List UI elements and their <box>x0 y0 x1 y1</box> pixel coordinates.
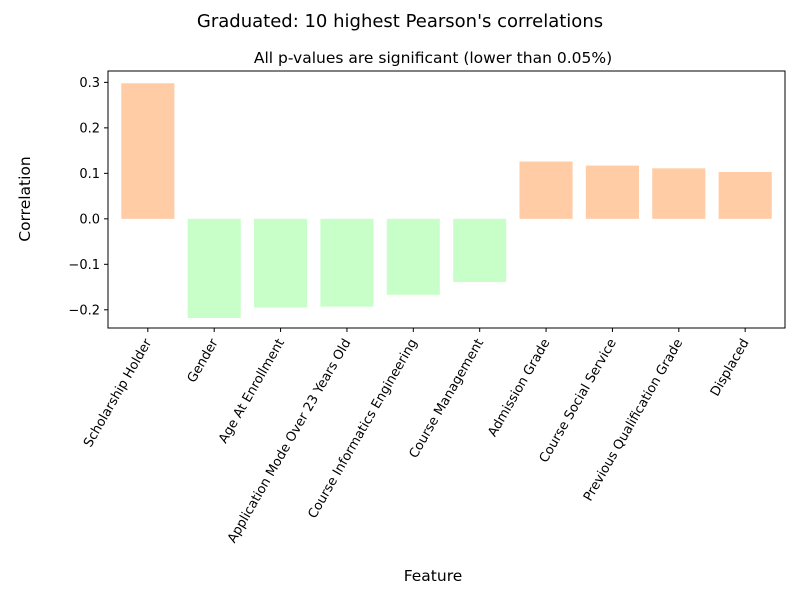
bar-course-informatics-engineering <box>386 218 440 295</box>
y-tick-label: 0.2 <box>79 121 100 136</box>
x-tick-label: Gender <box>185 336 222 386</box>
plot-frame <box>107 70 786 329</box>
x-axis-label: Feature <box>404 567 463 585</box>
y-tick-label: 0.3 <box>79 76 100 91</box>
y-axis-label: Correlation <box>16 156 34 241</box>
figure-suptitle: Graduated: 10 highest Pearson's correlat… <box>197 11 603 32</box>
bar-application-mode-over-23-years-old <box>320 218 374 307</box>
bar-admission-grade <box>519 161 573 219</box>
x-tick-label: Age At Enrollment <box>216 337 288 447</box>
x-tick-label: Application Mode Over 23 Years Old <box>225 337 354 546</box>
bar-displaced <box>718 171 772 219</box>
y-axis: −0.2 −0.1 0.0 0.1 0.2 0.3 <box>68 76 108 318</box>
x-tick-label: Course Informatics Engineering <box>305 337 420 522</box>
x-tick-label: Course Social Service <box>537 337 620 466</box>
chart-title: All p-values are significant (lower than… <box>254 49 612 67</box>
y-tick-label: −0.1 <box>68 258 100 273</box>
y-tick-label: −0.2 <box>68 303 100 318</box>
bar-course-management <box>453 218 507 283</box>
bar-age-at-enrollment <box>254 218 308 308</box>
y-tick-label: 0.1 <box>79 167 100 182</box>
y-tick-label: 0.0 <box>79 212 100 227</box>
bar-previous-qualification-grade <box>652 168 706 219</box>
x-tick-label: Displaced <box>708 337 753 400</box>
bar-course-social-service <box>585 165 639 219</box>
x-tick-label: Course Management <box>407 337 488 462</box>
bars-group <box>121 83 772 318</box>
x-tick-label: Admission Grade <box>485 337 553 440</box>
x-tick-label: Scholarship Holder <box>81 336 156 450</box>
bar-gender <box>187 218 241 318</box>
bar-scholarship-holder <box>121 83 175 219</box>
